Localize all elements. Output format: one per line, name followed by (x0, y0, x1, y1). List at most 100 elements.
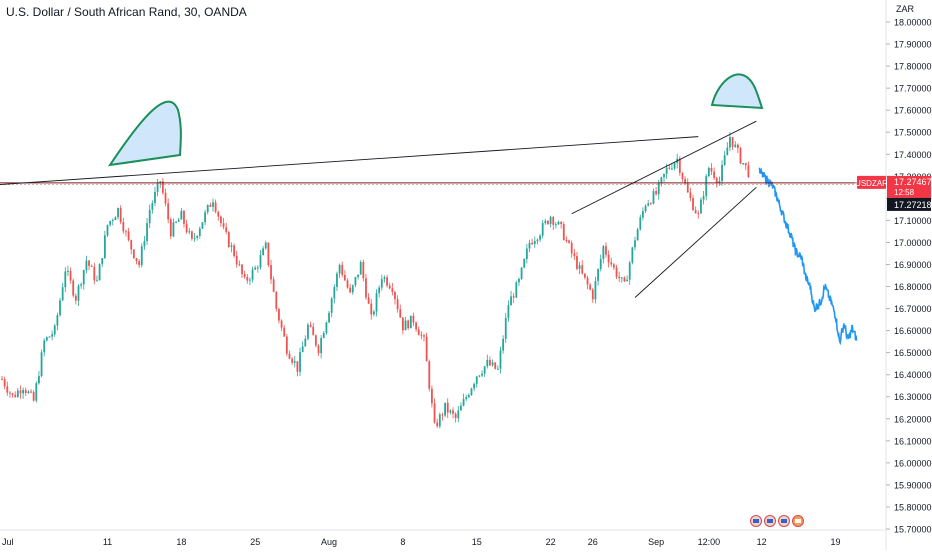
trendline[interactable] (634, 186, 757, 298)
secondary-price-value: 17.27218 (894, 200, 932, 210)
candle-body (156, 182, 159, 192)
candle-body (6, 386, 9, 393)
symbol-title[interactable]: U.S. Dollar / South African Rand, 30, OA… (6, 5, 247, 19)
candle-body (96, 280, 98, 282)
y-tick-label: 16.40000 (894, 370, 932, 380)
candle-body (238, 264, 241, 266)
candle-body (357, 274, 359, 278)
candle-body (620, 277, 623, 279)
candle-body (74, 295, 77, 301)
candle-body (623, 277, 626, 282)
candle-body (322, 332, 325, 338)
candle-body (399, 309, 402, 318)
candle-body (581, 265, 584, 274)
event-flag-icon[interactable] (750, 515, 762, 527)
candle-body (188, 231, 191, 233)
candle-body (151, 203, 154, 210)
candle-body (191, 231, 193, 239)
symbol-tag-bg (857, 175, 886, 189)
y-tick-label: 16.00000 (894, 458, 932, 468)
last-price-bg (887, 175, 931, 198)
candle-body (689, 192, 692, 199)
candle-body (736, 144, 739, 149)
secondary-price-bg (887, 197, 931, 211)
x-axis[interactable]: Jul 11 18 25 Aug 8 15 22 26 Sep 12:00 12 19 (0, 529, 886, 547)
candle-body (351, 285, 354, 293)
candle-body (597, 268, 599, 281)
candle-body (697, 213, 700, 215)
event-flag-mark (795, 519, 801, 523)
candle-body (512, 296, 515, 298)
trendline[interactable] (571, 120, 757, 215)
y-tick-label: 17.50000 (894, 128, 932, 138)
event-flag-icon[interactable] (778, 515, 790, 527)
symbol-tag: USDZAR (855, 179, 888, 188)
candle-body (212, 202, 214, 207)
y-tick-label: 17.40000 (894, 150, 932, 160)
candle-body (496, 368, 499, 370)
candle-body (549, 217, 552, 224)
candle-body (16, 390, 19, 397)
x-tick-label: Sep (648, 537, 664, 547)
candle-body (35, 383, 38, 401)
y-tick-label: 16.20000 (894, 414, 932, 424)
candle-body (552, 217, 555, 225)
candle-body (663, 173, 665, 178)
candle-body (272, 279, 275, 292)
candle-body (613, 264, 615, 268)
candle-body (444, 402, 446, 416)
head-shape-left[interactable] (107, 100, 182, 167)
candle-body (146, 223, 148, 242)
candle-body (341, 264, 344, 275)
candle-body (557, 221, 560, 225)
candle-body (388, 285, 391, 289)
y-tick-label: 16.30000 (894, 392, 932, 402)
candle-body (264, 242, 267, 249)
candle-body (671, 168, 673, 170)
candle-body (705, 176, 708, 197)
candle-body (127, 231, 130, 241)
candle-body (570, 242, 573, 254)
candle-body (655, 191, 657, 195)
annotation-shapes[interactable] (107, 73, 764, 167)
candle-body (729, 137, 731, 148)
candle-body (713, 171, 716, 179)
candle-body (589, 284, 592, 290)
candle-body (423, 335, 425, 337)
candle-body (130, 240, 133, 250)
head-shape-right[interactable] (710, 73, 764, 110)
candle-body (222, 223, 225, 228)
candle-body (657, 182, 660, 195)
candle-body (143, 241, 146, 247)
candle-body (454, 413, 457, 419)
event-flag-icon[interactable] (764, 515, 776, 527)
candle-body (167, 203, 170, 220)
candle-body (528, 242, 531, 249)
candle-body (148, 209, 151, 224)
candle-body (317, 345, 320, 354)
event-flag-icon[interactable] (792, 515, 804, 527)
event-icons[interactable] (750, 515, 804, 527)
candle-body (359, 261, 362, 275)
candle-body (378, 287, 381, 294)
candle-body (446, 402, 449, 413)
candle-body (491, 362, 494, 366)
candle-body (77, 285, 80, 301)
candle-body (467, 395, 470, 398)
candle-body (510, 296, 512, 306)
candle-body (499, 350, 502, 369)
candle-body (196, 235, 199, 238)
trendline[interactable] (0, 136, 699, 185)
candle-body (175, 221, 177, 223)
candle-body (502, 338, 505, 351)
candle-body (694, 210, 697, 214)
candle-body (594, 280, 597, 300)
y-tick-label: 16.70000 (894, 304, 932, 314)
candle-body (299, 352, 301, 372)
trendlines[interactable] (0, 120, 886, 298)
x-tick-label: 18 (176, 537, 186, 547)
candle-body (457, 410, 460, 419)
candle-body (420, 335, 423, 337)
